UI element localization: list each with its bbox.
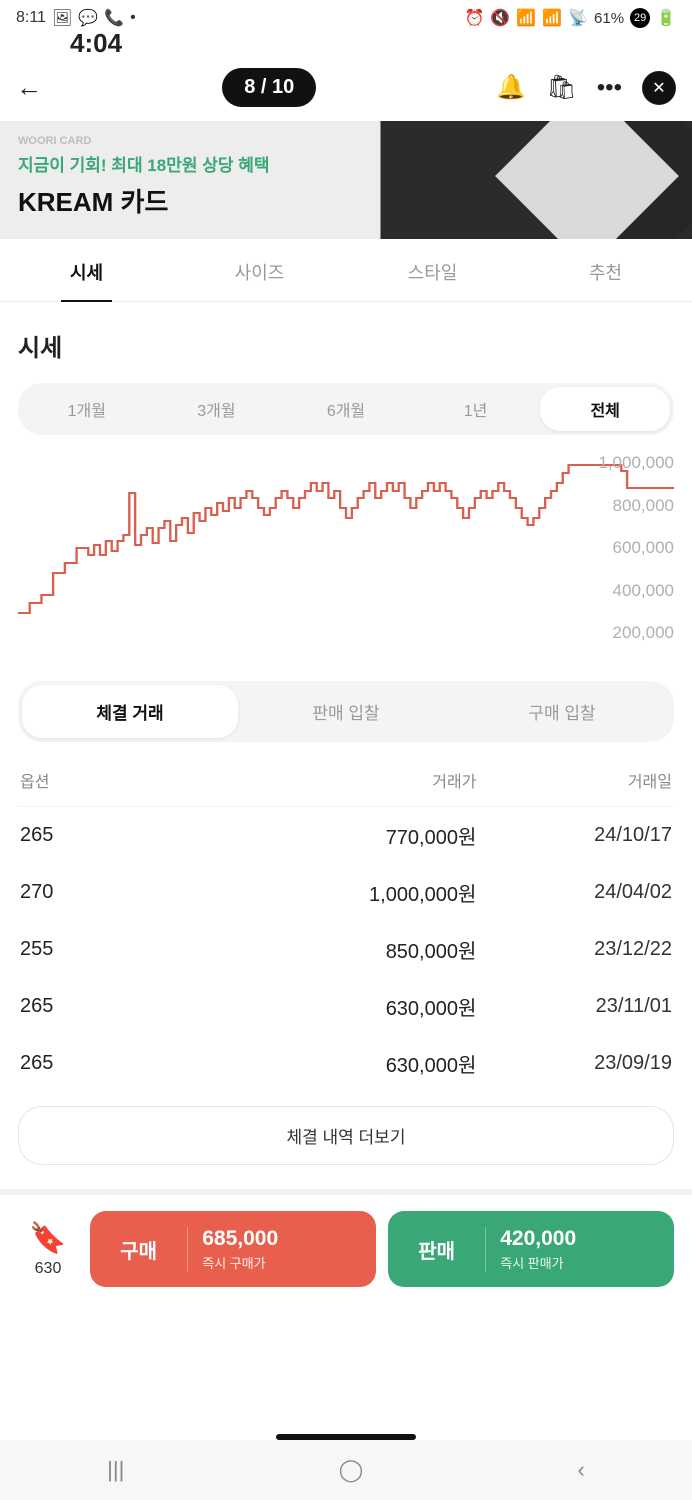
table-row-1[interactable]: 270 1,000,000원 24/04/02 — [18, 864, 674, 921]
battery-icon: 🔋 — [656, 8, 676, 28]
table-row-3[interactable]: 265 630,000원 23/11/01 — [18, 978, 674, 1035]
signal-icon: 📶 — [542, 8, 562, 28]
view-more-transactions-button[interactable]: 체결 내역 더보기 — [18, 1106, 674, 1165]
buy-button-label: 구매 — [90, 1235, 187, 1264]
status-left-group: 8:11 🖼 💬 📞 • — [16, 8, 136, 28]
row-1-price: 1,000,000원 — [216, 878, 477, 907]
table-header-date: 거래일 — [476, 768, 672, 792]
row-0-price: 770,000원 — [216, 821, 477, 850]
toggle-filled-trade[interactable]: 체결 거래 — [22, 685, 238, 738]
sell-button-info: 420,000 즉시 판매가 — [485, 1227, 674, 1272]
toggle-sell-bid[interactable]: 판매 입찰 — [238, 685, 454, 738]
row-4-option: 265 — [20, 1052, 216, 1075]
period-3m[interactable]: 3개월 — [152, 387, 282, 431]
back-icon[interactable]: ‹ — [578, 1457, 585, 1483]
period-all[interactable]: 전체 — [540, 387, 670, 431]
period-1m[interactable]: 1개월 — [22, 387, 152, 431]
shopping-bag-icon[interactable]: 🛍 — [546, 73, 576, 102]
table-header-row: 옵션 거래가 거래일 — [18, 762, 674, 807]
clock-widget: 4:04 — [70, 28, 122, 59]
more-options-icon[interactable]: ••• — [597, 74, 622, 102]
notification-bell-icon[interactable]: 🔔 — [496, 73, 526, 102]
y-tick-200000: 200,000 — [598, 623, 674, 643]
low-power-badge: 29 — [630, 8, 650, 28]
bookmark-button[interactable]: 🔖 630 — [18, 1221, 78, 1278]
y-tick-1000000: 1,000,000 — [598, 453, 674, 473]
talk-icon: 💬 — [78, 8, 98, 28]
row-0-option: 265 — [20, 824, 216, 847]
tab-style[interactable]: 스타일 — [346, 259, 519, 301]
trade-type-toggle: 체결 거래 판매 입찰 구매 입찰 — [18, 681, 674, 742]
buy-button-price: 685,000 — [202, 1227, 376, 1251]
back-arrow-icon[interactable]: ← — [16, 72, 42, 103]
row-4-price: 630,000원 — [216, 1049, 477, 1078]
buy-button-info: 685,000 즉시 구매가 — [187, 1227, 376, 1272]
sell-button-label: 판매 — [388, 1235, 485, 1264]
row-0-date: 24/10/17 — [476, 824, 672, 847]
price-chart-svg — [18, 453, 674, 643]
sell-button-sublabel: 즉시 판매가 — [500, 1253, 674, 1272]
price-section-title: 시세 — [18, 328, 674, 363]
more-button-wrap: 체결 내역 더보기 — [0, 1092, 692, 1175]
kream-card-promo-banner[interactable]: WOORI CARD 지금이 기회! 최대 18만원 상당 혜택 KREAM 카… — [0, 121, 692, 239]
wifi-hotspot-icon: 📶 — [516, 8, 536, 28]
row-2-option: 255 — [20, 938, 216, 961]
mute-icon: 🔇 — [490, 8, 510, 28]
sell-button-price: 420,000 — [500, 1227, 674, 1251]
tab-price[interactable]: 시세 — [0, 259, 173, 301]
tab-size[interactable]: 사이즈 — [173, 259, 346, 301]
top-nav-actions: 🔔 🛍 ••• ✕ — [496, 71, 676, 105]
row-3-date: 23/11/01 — [476, 995, 672, 1018]
bookmark-icon: 🔖 — [29, 1221, 66, 1256]
row-3-price: 630,000원 — [216, 992, 477, 1021]
y-tick-600000: 600,000 — [598, 538, 674, 558]
buy-button[interactable]: 구매 685,000 즉시 구매가 — [90, 1211, 376, 1287]
y-tick-800000: 800,000 — [598, 496, 674, 516]
bookmark-count-text: 630 — [35, 1260, 62, 1278]
status-time: 8:11 — [16, 9, 46, 27]
table-row-2[interactable]: 255 850,000원 23/12/22 — [18, 921, 674, 978]
row-2-price: 850,000원 — [216, 935, 477, 964]
table-header-option: 옵션 — [20, 768, 216, 792]
page-counter-badge: 8 / 10 — [222, 68, 316, 107]
row-1-option: 270 — [20, 881, 216, 904]
trade-history-table: 옵션 거래가 거래일 265 770,000원 24/10/17 270 1,0… — [0, 762, 692, 1092]
gallery-icon: 🖼 — [52, 8, 72, 28]
top-nav-bar: ← 8 / 10 🔔 🛍 ••• ✕ — [0, 62, 692, 121]
row-1-date: 24/04/02 — [476, 881, 672, 904]
price-section: 시세 1개월 3개월 6개월 1년 전체 1,000,000 800,000 6… — [0, 302, 692, 673]
status-right-group: ⏰ 🔇 📶 📶 📡 61% 29 🔋 — [464, 8, 676, 28]
home-icon[interactable]: ◯ — [339, 1457, 364, 1483]
table-header-price: 거래가 — [216, 768, 477, 792]
y-tick-400000: 400,000 — [598, 581, 674, 601]
dot-icon: • — [130, 9, 136, 27]
phone-icon: 📞 — [104, 8, 124, 28]
buy-button-sublabel: 즉시 구매가 — [202, 1253, 376, 1272]
period-6m[interactable]: 6개월 — [281, 387, 411, 431]
toggle-buy-bid[interactable]: 구매 입찰 — [454, 685, 670, 738]
alarm-icon: ⏰ — [464, 8, 484, 28]
table-row-4[interactable]: 265 630,000원 23/09/19 — [18, 1035, 674, 1092]
product-detail-tabs: 시세 사이즈 스타일 추천 — [0, 239, 692, 302]
table-row-0[interactable]: 265 770,000원 24/10/17 — [18, 807, 674, 864]
row-2-date: 23/12/22 — [476, 938, 672, 961]
close-button[interactable]: ✕ — [642, 71, 676, 105]
wifi-icon: 📡 — [568, 8, 588, 28]
battery-percent-text: 61% — [594, 10, 624, 27]
sell-button[interactable]: 판매 420,000 즉시 판매가 — [388, 1211, 674, 1287]
android-nav-bar: ||| ◯ ‹ — [0, 1440, 692, 1500]
recent-apps-icon[interactable]: ||| — [107, 1457, 124, 1483]
status-bar: 8:11 🖼 💬 📞 • 4:04 ⏰ 🔇 📶 📶 📡 61% 29 🔋 — [0, 0, 692, 62]
period-1y[interactable]: 1년 — [411, 387, 541, 431]
row-4-date: 23/09/19 — [476, 1052, 672, 1075]
chart-y-axis-labels: 1,000,000 800,000 600,000 400,000 200,00… — [598, 453, 674, 643]
tab-recommend[interactable]: 추천 — [519, 259, 692, 301]
period-selector: 1개월 3개월 6개월 1년 전체 — [18, 383, 674, 435]
bottom-action-bar: 🔖 630 구매 685,000 즉시 구매가 판매 420,000 즉시 판매… — [0, 1195, 692, 1297]
row-3-option: 265 — [20, 995, 216, 1018]
price-chart[interactable]: 1,000,000 800,000 600,000 400,000 200,00… — [18, 453, 674, 643]
